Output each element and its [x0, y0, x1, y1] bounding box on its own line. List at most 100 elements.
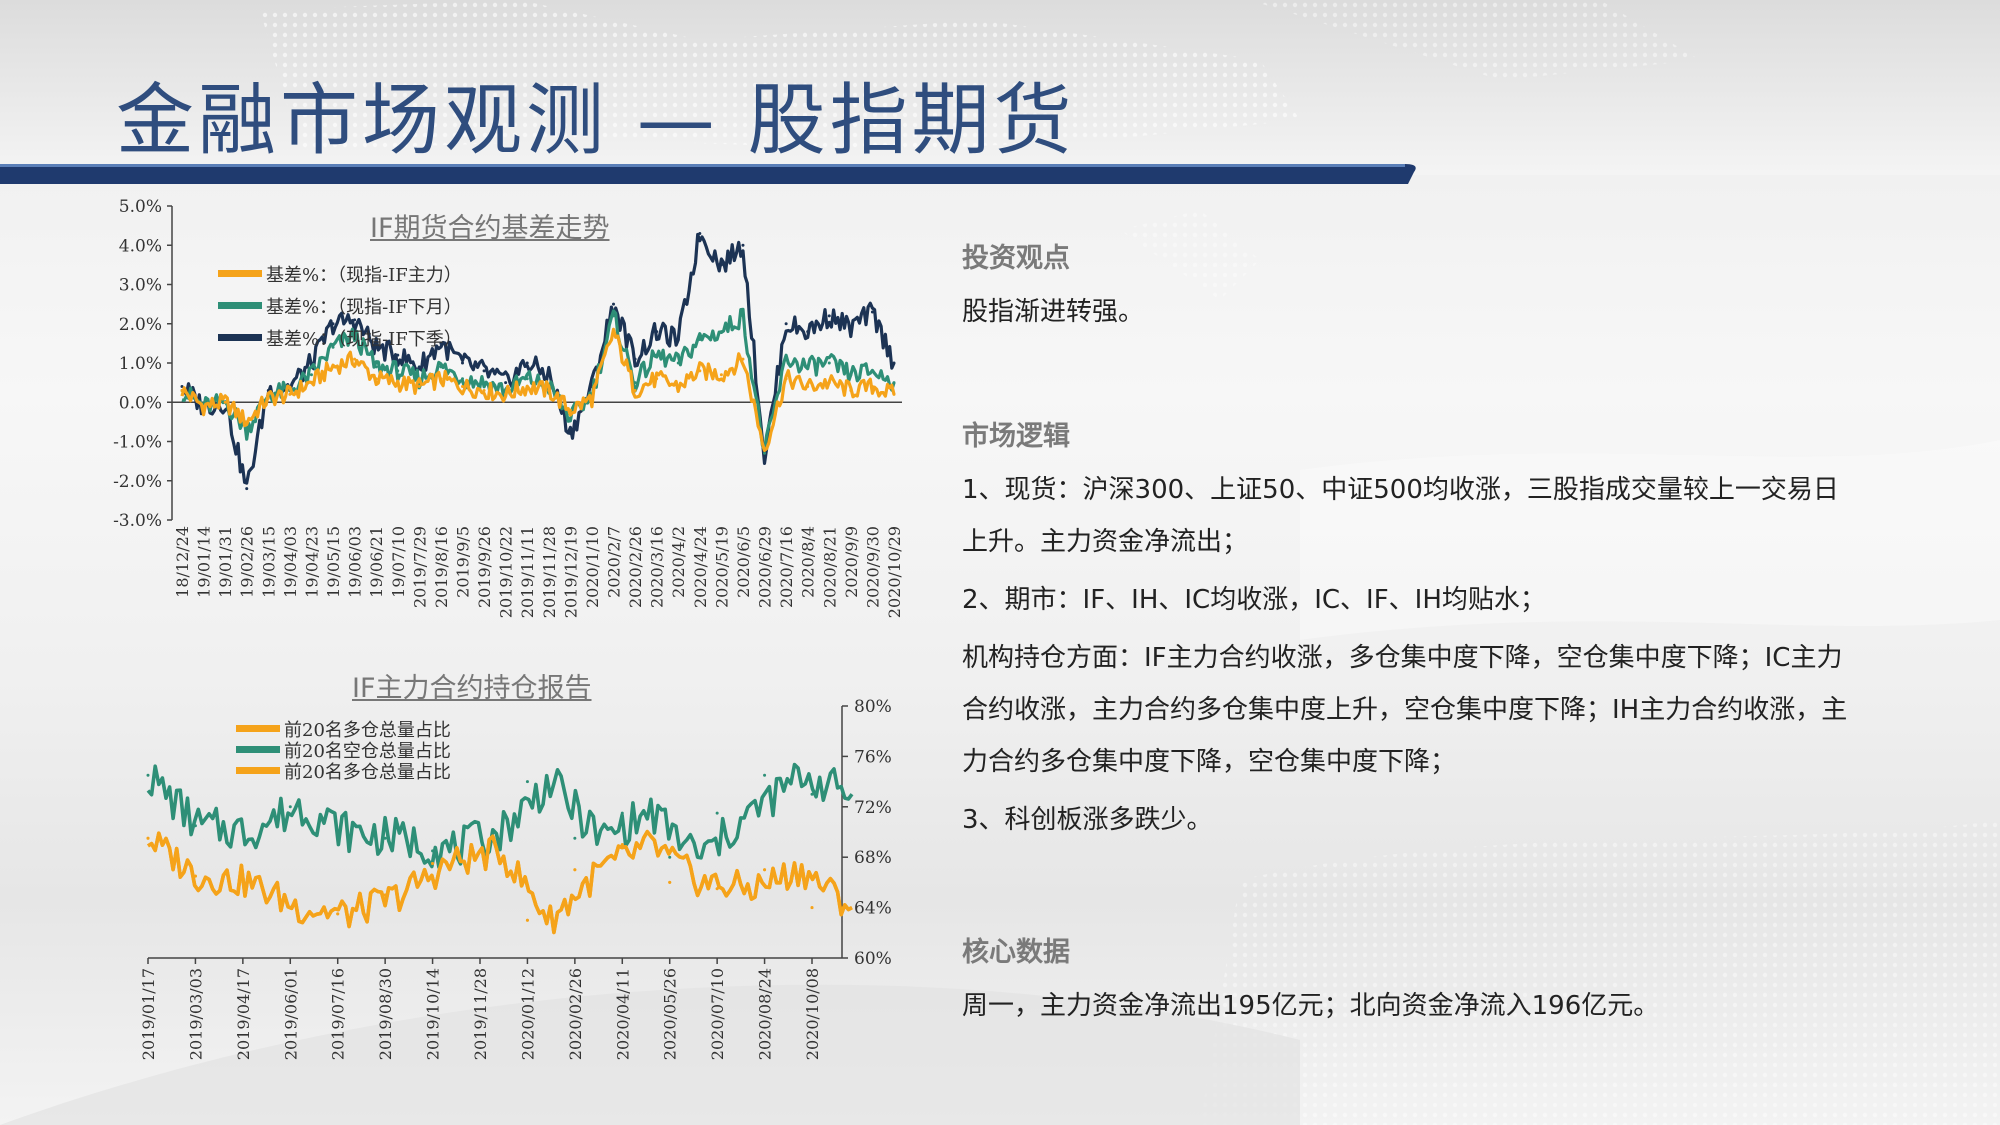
x-tick-label: 2020/9/30 — [863, 526, 882, 608]
data-point — [806, 385, 810, 389]
paragraph: 周一，主力资金净流出195亿元；北向资金净流入196亿元。 — [962, 991, 1660, 1021]
data-point — [806, 330, 810, 334]
data-point — [331, 345, 335, 349]
x-tick-label: 19/05/15 — [324, 526, 343, 598]
data-point — [417, 385, 421, 389]
data-point — [655, 353, 659, 357]
x-tick-label: 2019/07/16 — [329, 968, 348, 1060]
data-point — [698, 369, 702, 373]
chart2-legend-item: 前20名空仓总量占比 — [236, 739, 451, 762]
chart2-legend: 前20名多仓总量占比 前20名空仓总量占比 前20名多仓总量占比 — [236, 718, 451, 783]
data-point — [383, 836, 387, 840]
data-point — [460, 361, 464, 365]
data-point — [525, 385, 529, 389]
x-tick-label: 2019/11/28 — [540, 526, 559, 618]
data-point — [633, 357, 637, 361]
y-tick-label: 60% — [854, 949, 892, 969]
data-point — [202, 404, 206, 408]
section-heading-core-data: 核心数据 — [962, 937, 1070, 968]
legend-swatch-green — [218, 302, 262, 309]
data-point — [482, 381, 486, 385]
x-tick-label: 2019/10/22 — [497, 526, 516, 618]
series-line — [181, 307, 896, 452]
data-point — [309, 373, 313, 377]
data-point — [668, 880, 672, 884]
data-point — [763, 773, 767, 777]
chart1-svg: 5.0% 4.0% 3.0% 2.0% 1.0% 0.0% -1.0% -2.0% -3.0% 1… — [113, 197, 904, 618]
x-tick-label: 2019/9/26 — [475, 526, 494, 608]
data-point — [525, 780, 529, 784]
x-tick-label: 2020/4/24 — [691, 526, 710, 608]
y-tick-label: 4.0% — [119, 236, 162, 256]
legend-swatch-green — [236, 746, 280, 753]
x-tick-label: 19/04/03 — [281, 526, 300, 598]
legend-label: 基差%：（现指-IF下季） — [266, 328, 462, 350]
data-point — [590, 396, 594, 400]
data-point — [827, 361, 831, 365]
x-tick-label: 2020/05/26 — [661, 968, 680, 1060]
data-point — [460, 385, 464, 389]
data-point — [784, 377, 788, 381]
data-point — [612, 302, 616, 306]
y-tick-label: -2.0% — [113, 472, 162, 492]
x-tick-label: 19/04/23 — [302, 526, 321, 598]
legend-label: 基差%：（现指-IF下月） — [266, 296, 462, 318]
data-point — [439, 365, 443, 369]
y-tick-label: 72% — [854, 798, 892, 818]
section-heading-market-logic: 市场逻辑 — [962, 421, 1070, 452]
x-tick-label: 2020/9/9 — [842, 526, 861, 598]
data-point — [633, 381, 637, 385]
data-point — [763, 451, 767, 455]
x-tick-label: 2020/2/7 — [605, 526, 624, 598]
legend-label: 基差%：（现指-IF主力） — [266, 264, 462, 286]
data-point — [741, 314, 745, 318]
legend-label: 前20名多仓总量占比 — [284, 761, 451, 783]
data-point — [827, 314, 831, 318]
x-tick-label: 2020/07/10 — [708, 968, 727, 1060]
x-tick-label: 2020/10/08 — [803, 968, 822, 1060]
x-tick-label: 2020/3/16 — [648, 526, 667, 608]
data-point — [353, 318, 357, 322]
x-tick-label: 2020/10/29 — [885, 526, 904, 618]
data-point — [525, 918, 529, 922]
data-point — [478, 849, 482, 853]
x-tick-label: 2020/6/5 — [734, 526, 753, 598]
chart1-legend: 基差%：（现指-IF主力） 基差%：（现指-IF下月） 基差%：（现指-IF下季… — [218, 263, 462, 350]
x-tick-label: 2019/8/16 — [432, 526, 451, 608]
y-tick-label: 80% — [854, 697, 892, 717]
data-point — [439, 377, 443, 381]
data-point — [870, 369, 874, 373]
data-point — [719, 373, 723, 377]
data-point — [870, 310, 874, 314]
data-point — [784, 322, 788, 326]
data-point — [146, 773, 150, 777]
legend-label: 前20名多仓总量占比 — [284, 719, 451, 741]
data-point — [288, 392, 292, 396]
core-data-text: 周一，主力资金净流出195亿元；北向资金净流入196亿元。 — [962, 980, 1862, 1038]
data-point — [763, 447, 767, 451]
y-tick-label: 1.0% — [119, 354, 162, 374]
data-point — [547, 388, 551, 392]
data-point — [431, 862, 435, 865]
data-point — [715, 811, 719, 815]
chart2-svg: 80% 76% 72% 68% 64% 60% 2019/01/17 2019/03/03 20… — [139, 697, 892, 1060]
data-point — [763, 455, 767, 459]
x-tick-label: 2020/04/11 — [613, 968, 632, 1060]
chart2-position-report: 80% 76% 72% 68% 64% 60% 2019/01/17 2019/03/03 20… — [120, 690, 920, 1094]
y-tick-label: 68% — [854, 848, 892, 868]
x-tick-label: 2019/06/01 — [281, 968, 300, 1060]
data-point — [288, 906, 292, 910]
investment-view-text: 股指渐进转强。 — [962, 286, 1862, 344]
y-tick-label: 2.0% — [119, 315, 162, 335]
legend-swatch-orange — [236, 725, 280, 732]
data-point — [719, 263, 723, 267]
x-tick-label: 18/12/24 — [173, 526, 192, 598]
y-tick-label: -1.0% — [113, 433, 162, 453]
x-tick-label: 2019/11/28 — [471, 968, 490, 1060]
x-tick-label: 2020/2/26 — [626, 526, 645, 608]
x-tick-label: 2020/6/29 — [756, 526, 775, 608]
data-point — [763, 868, 767, 872]
data-point — [309, 381, 313, 385]
